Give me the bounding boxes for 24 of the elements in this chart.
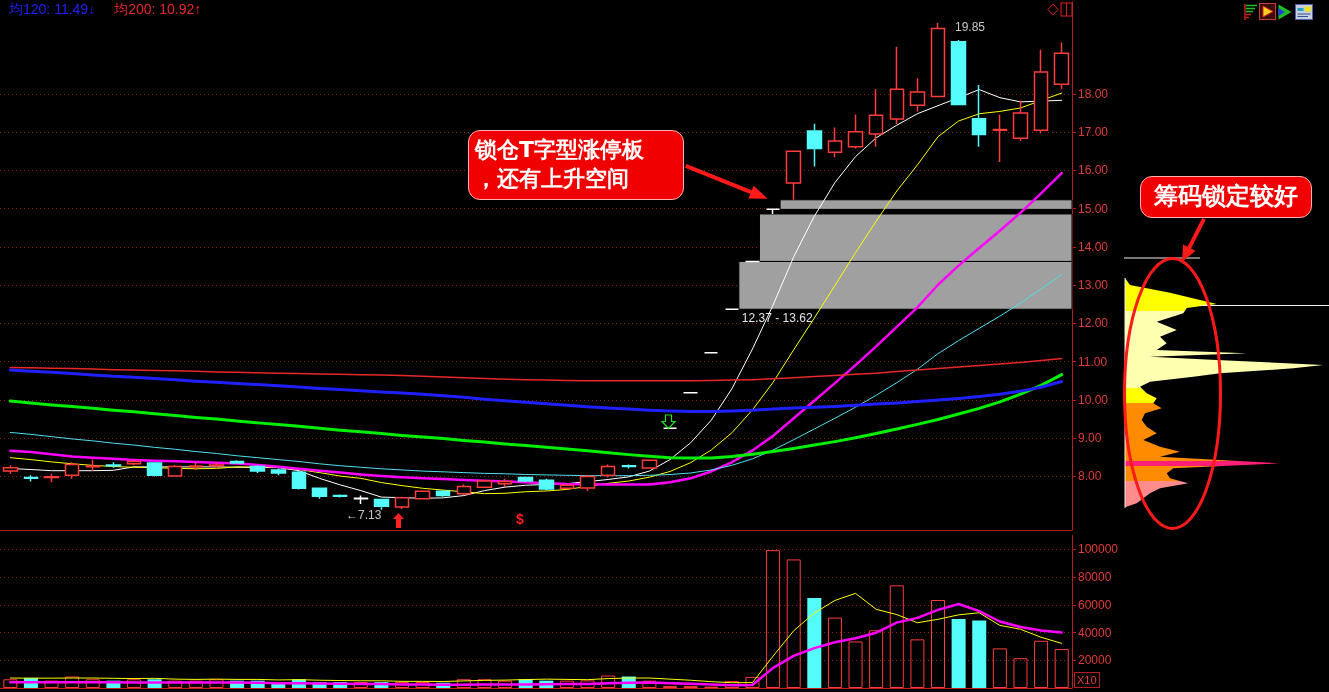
text: 筹码锁定较好 <box>1154 181 1298 213</box>
y-tick-label: 14.00 <box>1078 239 1109 254</box>
y-tick-label: 9.00 <box>1078 431 1102 446</box>
y-tick-label: 40000 <box>1078 625 1112 640</box>
text: 均200: 10.92↑ <box>113 1 202 17</box>
y-tick-label: 20000 <box>1078 653 1112 668</box>
y-tick-label: 10.00 <box>1078 392 1109 407</box>
y-tick-label: 15.00 <box>1078 201 1109 216</box>
y-tick-label: 13.00 <box>1078 278 1109 293</box>
annotation: 锁仓T字型涨停板，还有上升空间 <box>475 136 645 193</box>
y-tick-label: 12.00 <box>1078 316 1109 331</box>
y-tick-label: 11.00 <box>1078 354 1108 369</box>
annotation: 19.85 <box>955 20 986 34</box>
y-tick-label: 17.00 <box>1078 125 1109 140</box>
y-tick-label: 18.00 <box>1078 86 1109 101</box>
y-tick-label: 80000 <box>1078 570 1112 585</box>
annotation: $ <box>516 511 524 527</box>
y-tick-label: 60000 <box>1078 597 1112 612</box>
y-tick-label: 8.00 <box>1078 469 1102 484</box>
y-axis-title: X10 <box>1074 672 1100 688</box>
text: 均120: 11.49↓ <box>8 1 96 17</box>
annotation: ←7.13 <box>346 508 382 522</box>
y-tick-label: 100000 <box>1078 542 1119 557</box>
y-tick-label: 16.00 <box>1078 163 1109 178</box>
